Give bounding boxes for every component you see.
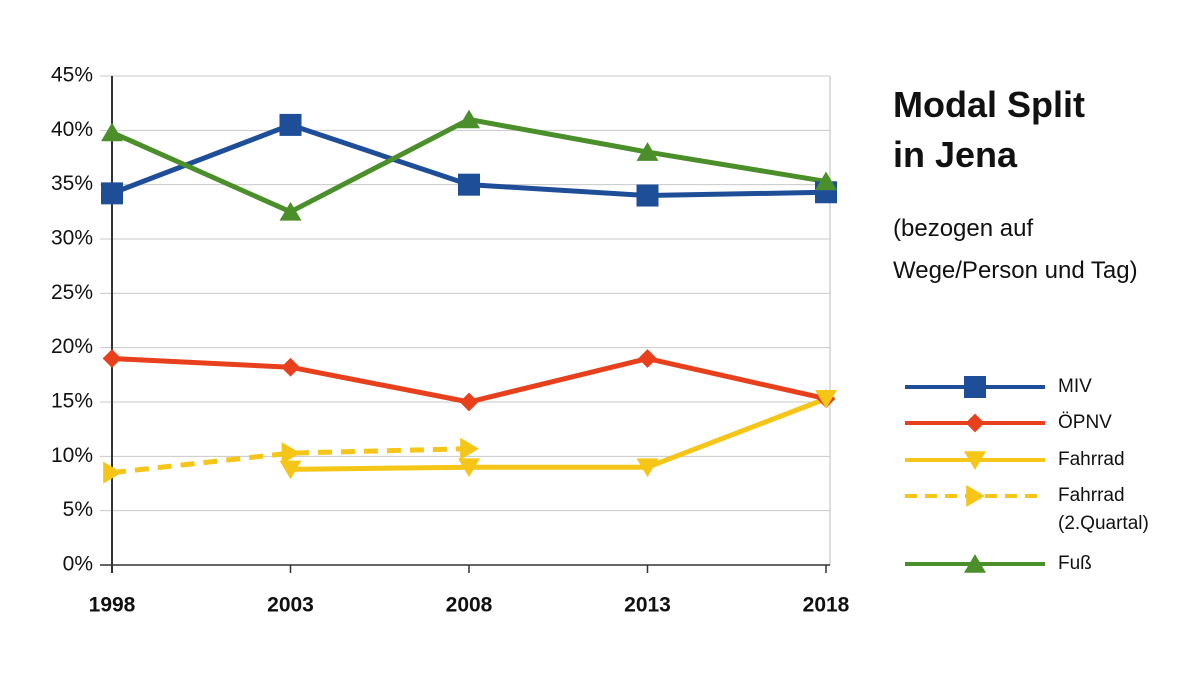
data-point [279,460,302,480]
x-tick-label: 1998 [89,594,136,617]
legend-label: Fahrrad (2.Quartal) [1058,485,1149,534]
legend-label: MIV [1058,376,1092,397]
data-point [636,184,659,207]
data-point [459,392,479,412]
data-point [458,109,480,129]
y-tick-label: 25% [51,281,93,304]
data-point [281,357,300,377]
x-tick-label: 2018 [803,594,850,617]
y-tick-label: 35% [51,172,93,195]
data-point [636,458,659,478]
x-tick-label: 2013 [624,594,671,617]
chart-subtitle: (bezogen auf Wege/Person und Tag) [893,215,1138,284]
y-tick-label: 45% [51,64,93,87]
data-point [101,122,123,142]
chart-title: Modal Split in Jena [893,84,1085,175]
legend-marker [964,554,986,573]
legend-marker [964,376,986,398]
data-point [281,442,301,465]
x-tick-label: 2003 [267,594,314,617]
legend-marker [966,485,985,507]
data-point [279,201,302,221]
y-tick-label: 0% [63,553,93,576]
data-point [102,349,122,368]
data-point [815,171,837,191]
data-point [458,173,480,196]
x-tick-label: 2008 [446,594,493,617]
y-tick-label: 20% [51,335,93,358]
y-tick-label: 30% [51,227,93,250]
series-line [111,446,470,476]
data-point [636,142,659,161]
legend-label: Fahrrad [1058,449,1125,470]
legend-marker [965,413,985,433]
data-point [815,389,837,409]
data-point [103,461,122,484]
data-point [460,437,479,460]
y-tick-label: 15% [51,390,93,413]
data-point [101,182,123,205]
y-tick-label: 10% [51,444,93,467]
legend-label: ÖPNV [1058,412,1112,433]
data-point [458,458,480,478]
series-line [110,116,827,215]
y-tick-label: 40% [51,118,93,141]
data-point [638,349,657,368]
legend-label: Fuß [1058,553,1092,574]
series-line [290,396,827,472]
data-point [279,113,302,136]
y-tick-label: 5% [63,498,93,521]
legend-marker [964,451,986,470]
